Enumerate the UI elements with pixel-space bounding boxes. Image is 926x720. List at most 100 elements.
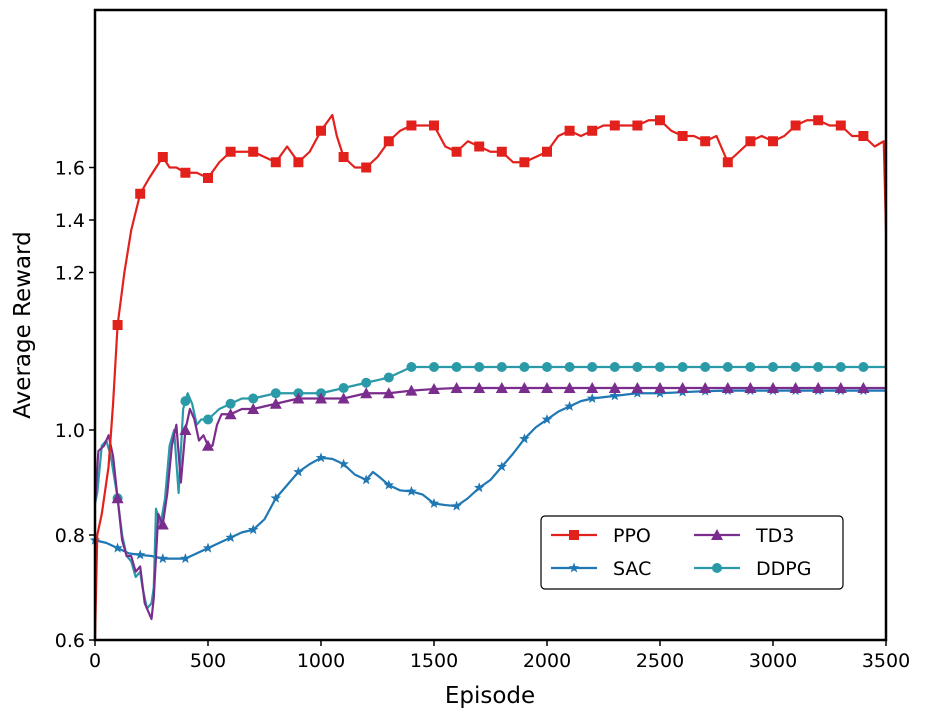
data-point-ddpg [564, 362, 575, 372]
data-point-ppo [383, 136, 394, 147]
data-point-td3 [676, 382, 689, 393]
legend: PPO SAC TD3 DDPG [540, 515, 844, 590]
y-tick-label: 1.2 [55, 263, 85, 285]
y-tick-label: 1.4 [55, 210, 85, 232]
x-tick-label: 0 [89, 650, 101, 672]
series-td3 [93, 382, 886, 621]
data-point-ddpg [451, 362, 462, 372]
data-point-td3 [292, 392, 305, 404]
data-point-td3 [812, 382, 825, 393]
x-tick-label: 500 [190, 650, 226, 672]
data-point-td3 [654, 382, 666, 393]
data-point-td3 [789, 382, 802, 393]
data-point-ppo [157, 152, 168, 162]
data-point-ddpg [496, 362, 507, 372]
data-point-ddpg [474, 362, 485, 372]
data-point-ddpg [768, 362, 778, 372]
data-point-ddpg [745, 362, 756, 372]
data-point-ppo [203, 173, 213, 183]
data-point-sac [473, 482, 485, 493]
legend-label: PPO [613, 525, 651, 547]
data-point-ppo [677, 131, 688, 141]
data-point-td3 [563, 382, 576, 393]
data-point-ddpg [587, 362, 598, 372]
data-point-ddpg [225, 398, 236, 409]
series-layer [89, 113, 888, 641]
data-point-ddpg [858, 362, 869, 372]
data-point-td3 [337, 392, 350, 404]
data-point-sac [496, 461, 508, 472]
data-point-ppo [429, 120, 439, 131]
data-point-ddpg [203, 414, 213, 425]
data-point-td3 [428, 383, 440, 395]
x-tick-label: 1500 [410, 650, 458, 672]
data-point-ppo [180, 167, 191, 178]
y-axis-label: Average Reward [10, 231, 36, 418]
data-point-td3 [744, 382, 757, 393]
data-point-ppo [406, 120, 417, 131]
data-point-td3 [224, 408, 237, 420]
data-point-ppo [700, 136, 711, 147]
data-point-ddpg [180, 396, 191, 407]
plot-frame [93, 8, 888, 642]
data-point-ddpg [270, 388, 281, 399]
data-point-ppo [225, 146, 236, 157]
data-point-sac [134, 549, 146, 560]
data-point-td3 [156, 518, 169, 530]
data-point-ddpg [429, 362, 439, 372]
data-point-td3 [405, 384, 418, 396]
data-point-td3 [721, 382, 734, 393]
x-tick-label: 1000 [297, 650, 345, 672]
data-point-ppo [722, 157, 733, 168]
data-point-ddpg [722, 362, 733, 372]
legend-marker-ddpg [712, 563, 722, 573]
data-point-ddpg [655, 362, 665, 372]
data-point-ddpg [361, 377, 372, 388]
legend-label: SAC [613, 558, 651, 580]
data-point-td3 [767, 382, 779, 393]
data-point-td3 [269, 397, 282, 409]
legend-label: TD3 [755, 525, 794, 547]
y-tick-label: 0.6 [55, 630, 85, 652]
data-point-sac [270, 492, 282, 503]
data-point-ppo [790, 120, 801, 131]
legend-item-ddpg: DDPG [694, 558, 811, 580]
data-point-td3 [495, 382, 508, 393]
data-point-sac [157, 553, 169, 564]
legend-box [540, 515, 844, 590]
data-point-ppo [248, 146, 259, 157]
y-tick-label: 1.6 [55, 158, 85, 180]
data-point-sac [541, 414, 553, 424]
legend-marker-td3 [711, 529, 723, 540]
data-point-ddpg [519, 362, 530, 372]
data-point-sac [406, 485, 417, 496]
data-point-td3 [834, 382, 847, 393]
y-tick-label: 0.8 [55, 525, 85, 547]
series-line-ddpg [93, 365, 886, 610]
data-point-td3 [179, 424, 192, 435]
data-point-ppo [270, 157, 281, 168]
data-point-ppo [835, 120, 846, 131]
data-point-sac [225, 532, 236, 543]
data-point-ppo [361, 162, 372, 173]
data-point-ppo [293, 157, 304, 168]
x-axis-label: Episode [445, 683, 535, 709]
data-point-ddpg [700, 362, 711, 372]
series-ppo [93, 113, 888, 641]
data-point-sac [609, 390, 621, 401]
data-point-ppo [316, 125, 326, 136]
data-point-ddpg [609, 362, 620, 372]
x-tick-label: 3500 [862, 650, 910, 672]
data-point-ppo [632, 120, 643, 131]
data-point-sac [451, 500, 462, 511]
data-point-ddpg [835, 362, 846, 372]
legend-item-ppo: PPO [551, 525, 651, 547]
data-point-td3 [586, 382, 599, 393]
x-tick-label: 3000 [749, 650, 797, 672]
data-point-ppo [474, 141, 485, 152]
data-point-ddpg [248, 393, 259, 404]
data-point-sac [360, 474, 372, 485]
data-point-ppo [542, 146, 552, 157]
data-point-td3 [857, 382, 870, 393]
